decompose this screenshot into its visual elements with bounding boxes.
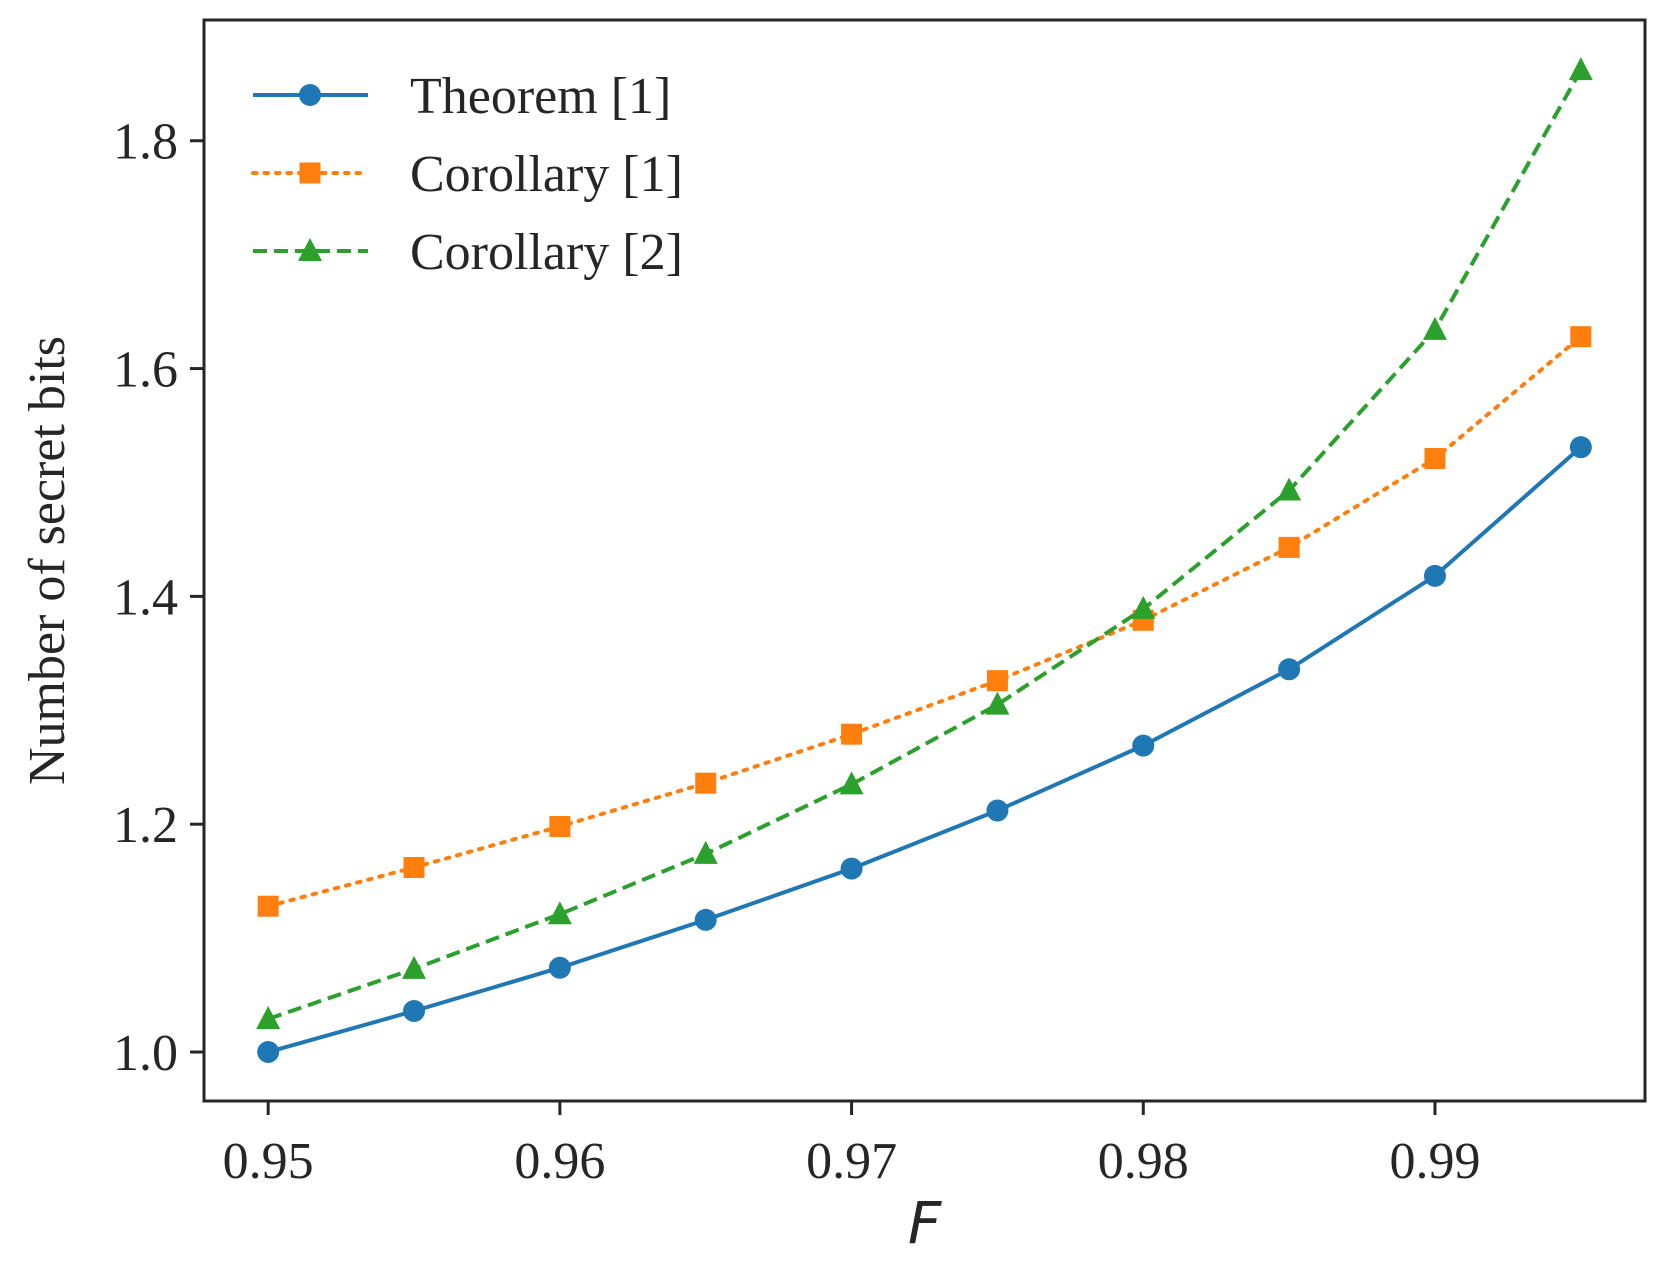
plot-area [256,57,1593,1064]
data-point [403,856,425,878]
data-point [257,1041,280,1064]
legend-label: Theorem [1] [410,68,671,125]
data-point [256,1005,281,1029]
legend: Theorem [1] Corollary [1] Corollary [2] [251,68,683,281]
axis-ticks: 0.95 0.96 0.97 0.98 0.99 1.0 1.2 1.4 1.6 1.8 [113,114,1480,1190]
axes-frame [202,18,1647,1103]
data-point [402,955,427,979]
data-point [839,771,864,795]
data-point [1569,436,1592,459]
y-tick-label: 1.0 [113,1025,178,1082]
data-point [695,772,717,794]
data-point [548,956,571,979]
x-tick-label: 0.95 [223,1133,314,1190]
data-point [403,1000,426,1023]
legend-entry: Theorem [1] [253,68,671,125]
x-tick-label: 0.97 [806,1133,897,1190]
data-point [1570,326,1592,348]
data-point [547,901,572,925]
data-point [985,691,1010,715]
data-point [986,799,1009,822]
data-point [840,857,863,880]
data-point [1422,316,1447,340]
x-axis-label: F [908,1189,943,1257]
data-point [1423,564,1446,587]
data-point [1278,536,1300,558]
series-line [267,445,1583,1054]
series-3 [256,57,1593,1029]
data-point [1132,734,1155,757]
data-point [694,908,717,931]
data-point [1278,658,1301,681]
data-point [841,723,863,745]
data-point [1568,57,1593,81]
y-tick-label: 1.2 [113,797,178,854]
legend-marker [298,238,322,261]
y-tick-label: 1.6 [113,342,178,399]
legend-label: Corollary [2] [410,224,683,281]
series-line [266,334,1583,909]
data-point [693,840,718,864]
legend-label: Corollary [1] [410,146,683,203]
y-tick-label: 1.4 [113,569,178,626]
y-tick-label: 1.8 [113,114,178,171]
series-2 [257,326,1592,917]
data-point [549,815,571,837]
legend-marker [299,84,321,106]
legend-entry: Corollary [1] [251,146,683,203]
y-axis-label: Number of secret bits [19,336,76,785]
legend-marker [299,162,321,184]
data-point [257,895,279,917]
x-tick-label: 0.98 [1098,1133,1189,1190]
series-line [267,69,1583,1021]
data-point [1131,595,1156,619]
series-1 [257,436,1592,1064]
x-tick-label: 0.96 [514,1133,605,1190]
data-point [1424,448,1446,470]
data-point [1277,477,1302,501]
x-tick-label: 0.99 [1389,1133,1480,1190]
legend-entry: Corollary [2] [253,224,683,281]
data-point [986,670,1008,692]
